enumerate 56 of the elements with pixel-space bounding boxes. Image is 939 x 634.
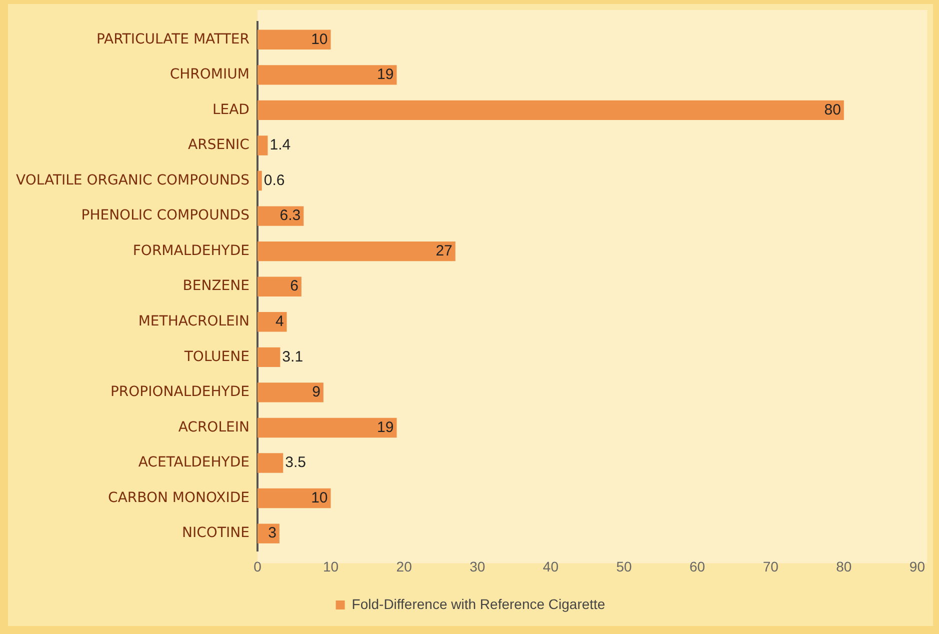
- x-tick-label: 20: [396, 558, 412, 574]
- data-label: 3: [268, 524, 276, 542]
- data-label: 6: [290, 278, 298, 295]
- y-tick-label: BENZENE: [182, 278, 250, 294]
- x-tick-label: 60: [690, 558, 706, 574]
- bar: [257, 241, 456, 262]
- bar: [257, 276, 302, 296]
- bar: [257, 453, 284, 473]
- data-label: 3.5: [285, 454, 306, 472]
- x-tick-label: 30: [470, 558, 486, 574]
- bar: [257, 382, 324, 402]
- y-tick-label: PARTICULATE MATTER: [96, 31, 250, 48]
- y-tick-label: TOLUENE: [183, 348, 250, 365]
- data-label: 10: [311, 489, 328, 506]
- data-label: 10: [311, 30, 328, 48]
- bar: [257, 312, 287, 332]
- bar: [257, 418, 397, 438]
- bar: [257, 488, 331, 508]
- data-label: 6.3: [280, 207, 301, 224]
- data-label: 27: [436, 242, 452, 260]
- y-tick-label: FORMALDEHYDE: [132, 242, 250, 259]
- data-label: 80: [824, 101, 841, 118]
- y-tick-label: VOLATILE ORGANIC COMPOUNDS: [16, 172, 250, 188]
- y-tick-label: ACROLEIN: [178, 419, 250, 436]
- x-tick-label: 70: [762, 558, 779, 574]
- y-tick-label: NICOTINE: [182, 525, 250, 542]
- bar: [257, 30, 331, 50]
- x-tick-label: 10: [322, 558, 339, 574]
- bar: [257, 100, 844, 120]
- bar: [257, 170, 262, 191]
- x-tick-label: 50: [616, 558, 632, 574]
- bar: [257, 206, 304, 226]
- x-tick-label: 0: [254, 558, 262, 574]
- x-tick-label: 40: [542, 558, 559, 574]
- y-tick-label: CARBON MONOXIDE: [108, 490, 250, 506]
- x-tick-label: 90: [909, 558, 926, 574]
- bar: [257, 65, 397, 85]
- y-tick-label: CHROMIUM: [170, 66, 250, 83]
- y-tick-label: PROPIONALDEHYDE: [110, 384, 250, 400]
- data-label: 19: [377, 418, 394, 436]
- data-label: 4: [275, 313, 284, 330]
- data-label: 0.6: [264, 172, 285, 189]
- bar: [257, 524, 280, 544]
- data-label: 3.1: [282, 348, 304, 366]
- data-label: 19: [377, 66, 394, 84]
- y-tick-label: METHACROLEIN: [138, 314, 250, 330]
- x-tick-label: 80: [836, 558, 852, 574]
- bar: [257, 136, 268, 156]
- y-tick-label: PHENOLIC COMPOUNDS: [81, 208, 250, 224]
- data-label: 9: [312, 384, 320, 401]
- data-label: 1.4: [270, 136, 291, 154]
- y-tick-label: ACETALDEHYDE: [138, 454, 250, 471]
- legend-label: Fold-Difference with Reference Cigarette: [352, 596, 606, 612]
- y-tick-label: ARSENIC: [188, 137, 250, 154]
- y-tick-label: LEAD: [212, 102, 250, 118]
- bar: [257, 347, 280, 368]
